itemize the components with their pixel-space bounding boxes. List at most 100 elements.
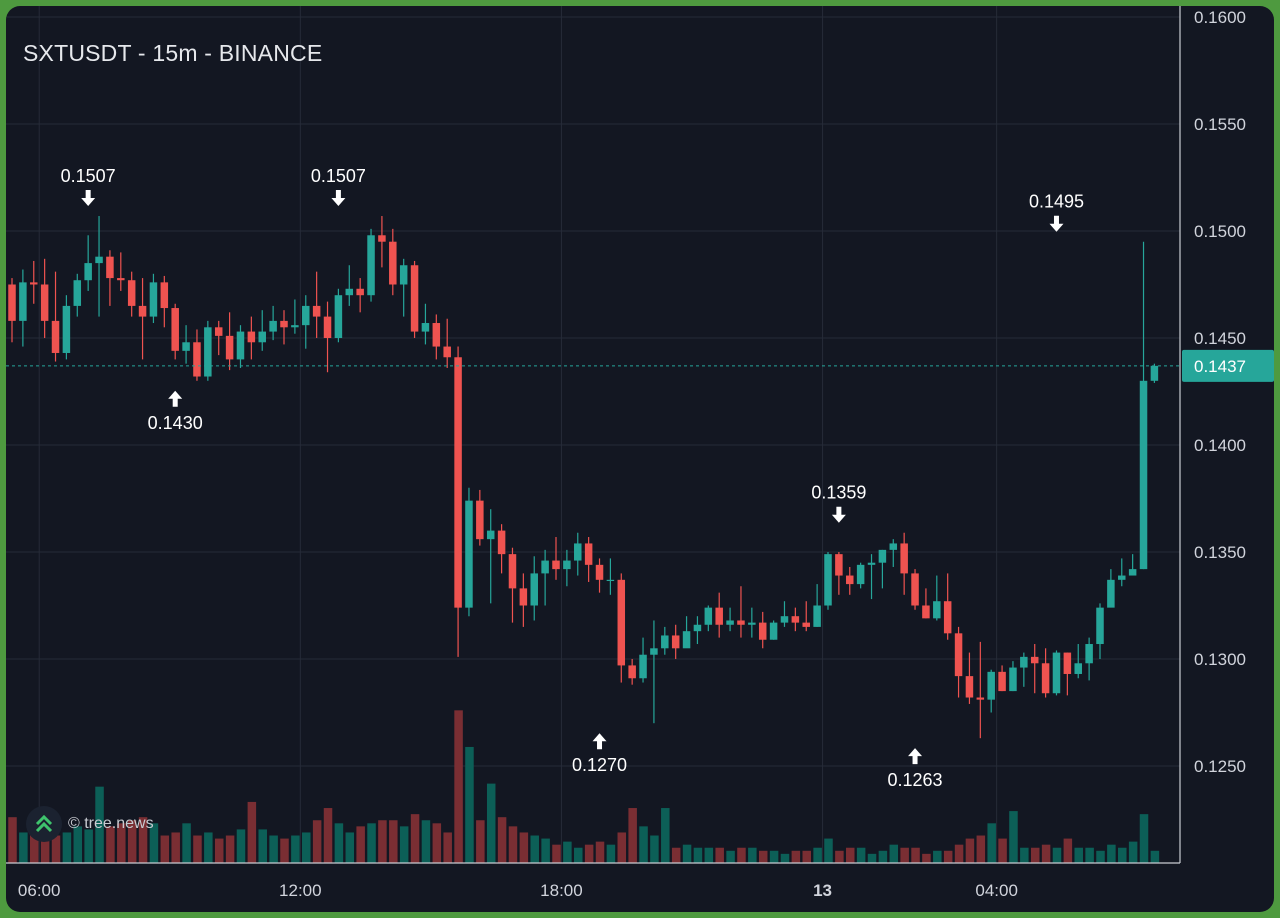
volume-bar — [650, 835, 659, 863]
candle-body — [1030, 656, 1039, 664]
candle-body — [1107, 579, 1115, 608]
candle-body — [791, 616, 800, 623]
candle-body — [595, 564, 604, 580]
arrow-down-icon — [1049, 215, 1064, 232]
price-annotations: 0.1507 0.1507 0.1430 0.1359 0.1270 0.1263 0.14… — [61, 166, 1084, 790]
candle-body — [519, 588, 528, 606]
volume-bar — [149, 823, 159, 863]
volume-bar — [889, 844, 899, 863]
candle-body — [399, 265, 408, 285]
candle-body — [193, 342, 201, 377]
candle-body — [389, 241, 397, 285]
candle-body — [367, 235, 375, 296]
volume-bar — [258, 829, 267, 863]
annotation-low: 0.1263 — [888, 748, 943, 790]
volume-bar — [661, 808, 670, 863]
annotation-high: 0.1359 — [811, 483, 866, 523]
volume-bar — [410, 814, 420, 863]
candle-body — [323, 316, 332, 338]
volume-bar — [998, 838, 1007, 863]
volume-bar — [584, 844, 594, 863]
candle-body — [606, 579, 615, 582]
volume-bar — [519, 832, 529, 863]
volume-bar — [541, 838, 550, 863]
volume-bar — [769, 850, 779, 863]
volume-bar — [704, 847, 714, 863]
candle-body — [563, 560, 571, 570]
volume-bar — [171, 832, 180, 863]
candle-body — [214, 327, 223, 336]
volume-bar — [508, 826, 518, 863]
price-tick-label: 0.1300 — [1194, 650, 1246, 669]
volume-bar — [737, 847, 746, 863]
time-tick-label: 13 — [813, 881, 832, 900]
volume-bar — [312, 820, 322, 863]
volume-bar — [269, 835, 278, 863]
watermark-text: © tree.news — [68, 815, 154, 832]
time-tick-label: 04:00 — [975, 881, 1018, 900]
volume-bar — [204, 832, 213, 863]
volume-bar — [454, 710, 463, 863]
candle-body — [628, 665, 636, 679]
candle-body — [236, 331, 245, 360]
candle-body — [911, 573, 919, 606]
candle-body — [334, 295, 343, 338]
volume-bar — [138, 817, 148, 863]
candle-body — [846, 575, 854, 585]
candle-body — [1085, 644, 1093, 664]
volume-bar — [1118, 847, 1127, 863]
volume-bar — [367, 823, 376, 863]
candle-body — [530, 573, 538, 606]
candle-body — [987, 671, 995, 700]
volume-bar — [1052, 847, 1062, 863]
volume-bar — [856, 847, 866, 863]
volume-bar — [476, 820, 485, 863]
candle-body — [258, 331, 266, 343]
volume-bar — [1128, 841, 1138, 863]
candle-body — [1118, 575, 1126, 580]
volume-bar — [84, 829, 93, 863]
time-tick-label: 18:00 — [540, 881, 583, 900]
volume-bar — [671, 847, 681, 863]
volume-bar — [878, 850, 888, 863]
candlestick-chart[interactable]: 0.1437 0.1507 0.15070.14300.13590.12700.1… — [6, 6, 1274, 912]
volume-bar — [378, 820, 387, 863]
candle-body — [758, 622, 767, 640]
volume-bar — [954, 844, 964, 863]
volume-bar — [323, 808, 333, 863]
candle-body — [454, 357, 462, 608]
arrow-up-icon — [908, 748, 923, 765]
volume-bar — [302, 832, 311, 863]
last-price-badge — [1182, 349, 1274, 382]
volume-bar — [117, 823, 126, 863]
volume-bar — [617, 832, 627, 863]
volume-bar — [465, 746, 474, 863]
last-price-label: 0.1437 — [1194, 357, 1246, 376]
candle-body — [443, 346, 451, 358]
volume-bar — [345, 832, 355, 863]
volume-bar — [726, 850, 735, 863]
price-tick-label: 0.1500 — [1194, 222, 1246, 241]
volume-bar — [1020, 847, 1029, 863]
volume-bar — [846, 847, 855, 863]
volume-bar — [40, 829, 50, 863]
candle-body — [715, 607, 723, 625]
candle-body — [421, 323, 430, 332]
volume-bar — [1074, 847, 1083, 863]
candle-body — [998, 671, 1006, 692]
candle-body — [138, 305, 147, 317]
candle-body — [682, 631, 691, 649]
candle-body — [432, 323, 441, 347]
annotation-label: 0.1495 — [1029, 192, 1084, 212]
candle-body — [650, 648, 658, 655]
candle-body — [889, 543, 898, 550]
volume-bar — [563, 841, 572, 863]
volume-bar — [758, 850, 768, 863]
volume-bar — [389, 820, 398, 863]
volume-bar — [291, 835, 300, 863]
candle-body — [30, 282, 38, 285]
candle-body — [661, 635, 669, 649]
volume-bar — [193, 835, 202, 863]
candle-body — [867, 562, 876, 565]
candle-body — [269, 320, 277, 332]
